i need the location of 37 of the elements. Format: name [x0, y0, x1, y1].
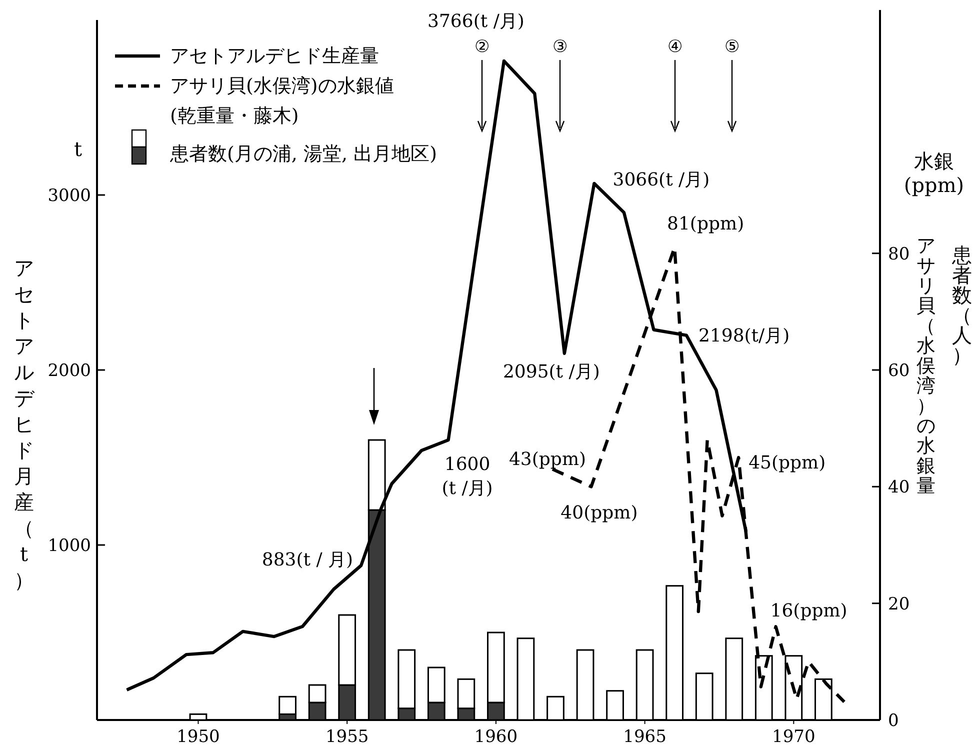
y2-tick-label: 0 [888, 711, 899, 731]
y2-tick-label: 20 [888, 594, 910, 614]
annotation: ③ [552, 37, 568, 57]
annotation: 3066(t /月) [612, 169, 710, 190]
x-tick-label: 1970 [772, 727, 816, 745]
annotation: 81(ppm) [667, 214, 744, 234]
annotation: 3766(t /月) [428, 10, 524, 32]
legend-label: アサリ貝(水俣湾)の水銀値 (乾重量・藤木) [170, 75, 394, 127]
x-tick-label: 1950 [176, 727, 220, 745]
y2-tick-label: 80 [888, 244, 910, 264]
annotation: 45(ppm) [748, 452, 826, 474]
text: アセトアルデヒド月産（t） [14, 256, 34, 592]
annotation: 1600(t /月) [442, 454, 493, 499]
y-tick-label: 2000 [48, 361, 91, 381]
annotation: 16(ppm) [770, 600, 848, 622]
x-tick-label: 1960 [474, 727, 518, 745]
annotation: 40(ppm) [560, 502, 638, 524]
x-tick-label: 1965 [623, 727, 666, 745]
text: アサリ貝（水俣湾）の水銀量 [916, 235, 936, 497]
y-tick-label: 3000 [48, 186, 91, 206]
y-tick-label: 1000 [48, 536, 91, 556]
legend-label: 患者数(月の浦, 湯堂, 出月地区) [169, 143, 437, 165]
annotation: 883(t / 月) [262, 549, 354, 570]
annotation: 43(ppm) [508, 449, 586, 470]
annotation: ⑤ [724, 37, 740, 57]
legend-label: アセトアルデヒド生産量 [170, 45, 379, 67]
text: 患者数（人） [951, 243, 972, 367]
x-tick-label: 1955 [325, 727, 369, 745]
annotation: ④ [668, 37, 682, 57]
annotation: ② [474, 37, 490, 57]
y2-tick-label: 40 [888, 478, 910, 498]
annotation: 2095(t /月) [502, 361, 600, 382]
y2-tick-label: 60 [888, 361, 910, 381]
annotation: 2198(t/月) [698, 325, 790, 346]
text: (ppm) [904, 173, 964, 197]
text: t [74, 137, 82, 161]
text: 水銀 [914, 149, 954, 173]
